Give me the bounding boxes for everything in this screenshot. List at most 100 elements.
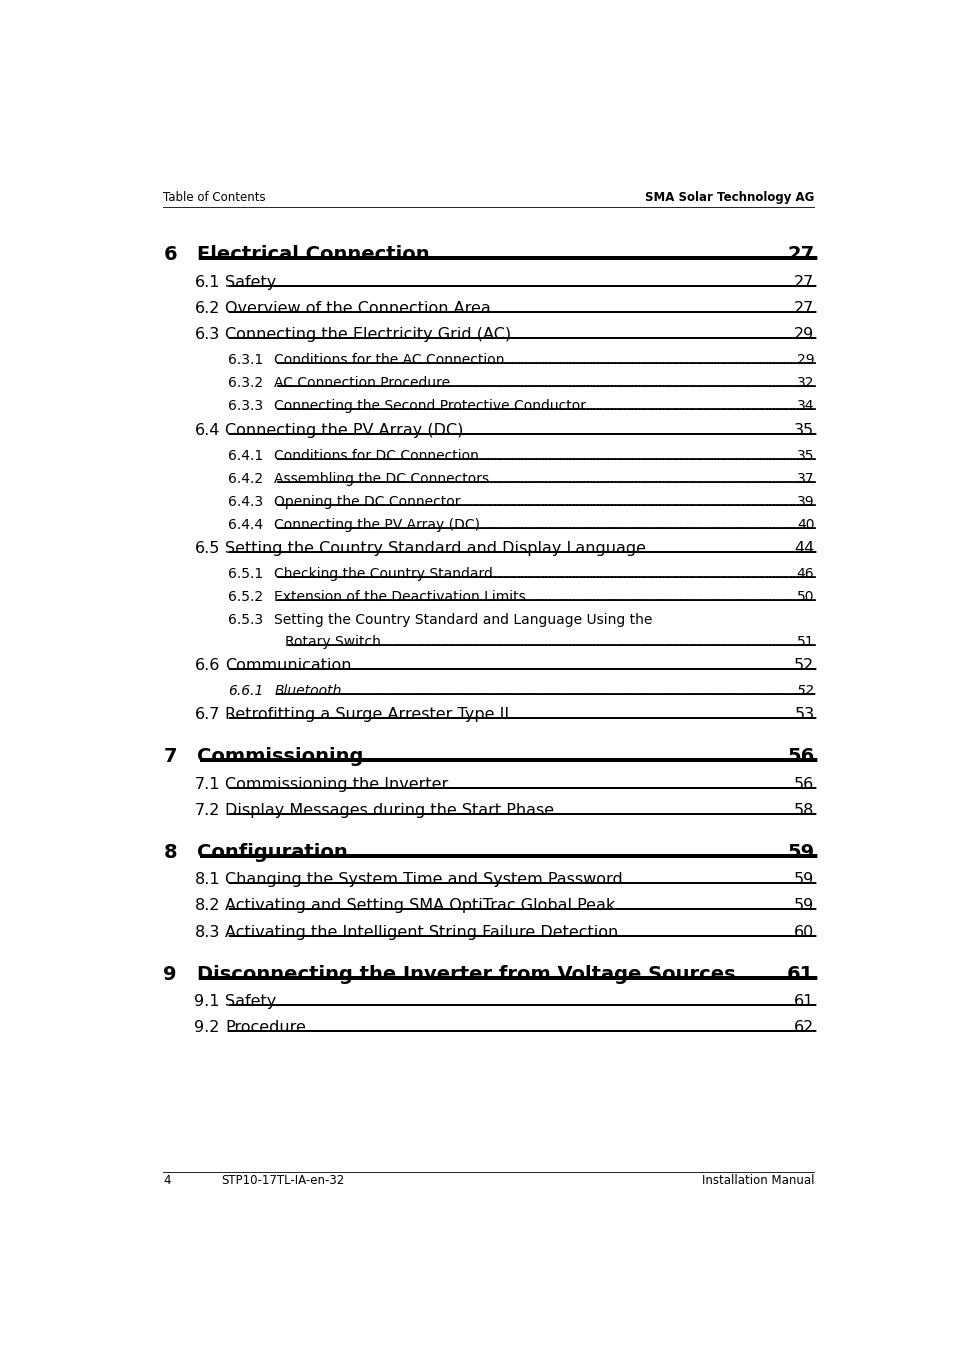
- Text: .: .: [561, 376, 565, 391]
- Text: .: .: [455, 898, 459, 914]
- Text: .: .: [485, 925, 491, 940]
- Text: .: .: [454, 274, 458, 289]
- Text: .: .: [507, 803, 512, 818]
- Text: .: .: [719, 635, 722, 649]
- Text: .: .: [810, 872, 816, 887]
- Text: .: .: [583, 591, 587, 604]
- Text: .: .: [365, 449, 370, 462]
- Text: .: .: [253, 707, 259, 722]
- Text: .: .: [748, 449, 752, 462]
- Text: .: .: [409, 635, 413, 649]
- Text: .: .: [699, 449, 702, 462]
- Text: .: .: [510, 964, 517, 984]
- Text: .: .: [758, 707, 763, 722]
- Text: .: .: [481, 842, 489, 863]
- Text: .: .: [294, 449, 298, 462]
- Text: .: .: [670, 994, 676, 1009]
- Text: .: .: [365, 495, 370, 508]
- Text: .: .: [356, 842, 364, 863]
- Text: .: .: [752, 274, 757, 289]
- Text: .: .: [406, 246, 414, 265]
- Text: .: .: [433, 803, 437, 818]
- Text: .: .: [661, 925, 666, 940]
- Text: .: .: [246, 301, 252, 316]
- Text: .: .: [390, 353, 395, 368]
- Text: .: .: [580, 994, 586, 1009]
- Text: .: .: [452, 658, 456, 673]
- Text: .: .: [506, 964, 514, 984]
- Text: .: .: [573, 246, 580, 265]
- Text: .: .: [353, 495, 356, 508]
- Text: .: .: [615, 449, 619, 462]
- Text: .: .: [245, 776, 250, 792]
- Text: .: .: [380, 776, 385, 792]
- Text: .: .: [280, 964, 288, 984]
- Text: .: .: [257, 423, 263, 438]
- Text: .: .: [642, 898, 648, 914]
- Text: .: .: [497, 449, 500, 462]
- Text: .: .: [802, 684, 807, 698]
- Text: .: .: [630, 449, 635, 462]
- Text: .: .: [781, 423, 786, 438]
- Text: .: .: [654, 541, 659, 556]
- Text: .: .: [261, 423, 267, 438]
- Text: .: .: [548, 495, 553, 508]
- Text: .: .: [687, 353, 692, 368]
- Text: .: .: [702, 842, 709, 863]
- Text: .: .: [443, 518, 447, 531]
- Text: .: .: [776, 246, 783, 265]
- Text: .: .: [282, 376, 287, 391]
- Text: .: .: [370, 591, 375, 604]
- Text: .: .: [419, 803, 425, 818]
- Text: .: .: [523, 568, 528, 581]
- Text: .: .: [695, 327, 700, 342]
- Text: .: .: [381, 842, 388, 863]
- Text: .: .: [650, 541, 656, 556]
- Text: .: .: [296, 399, 301, 414]
- Text: .: .: [363, 274, 368, 289]
- Text: .: .: [239, 776, 244, 792]
- Text: .: .: [423, 964, 431, 984]
- Text: .: .: [716, 495, 720, 508]
- Text: .: .: [581, 707, 586, 722]
- Text: .: .: [731, 658, 736, 673]
- Text: .: .: [270, 803, 275, 818]
- Text: .: .: [691, 591, 696, 604]
- Text: .: .: [441, 327, 446, 342]
- Text: .: .: [415, 327, 419, 342]
- Text: .: .: [442, 994, 447, 1009]
- Text: .: .: [723, 776, 728, 792]
- Text: .: .: [632, 994, 637, 1009]
- Text: .: .: [311, 658, 315, 673]
- Text: .: .: [768, 658, 773, 673]
- Text: .: .: [785, 684, 790, 698]
- Text: .: .: [496, 872, 500, 887]
- Text: .: .: [553, 898, 558, 914]
- Text: .: .: [609, 353, 614, 368]
- Text: .: .: [229, 842, 236, 863]
- Text: .: .: [634, 898, 639, 914]
- Text: .: .: [763, 684, 767, 698]
- Text: .: .: [503, 541, 508, 556]
- Text: .: .: [469, 353, 474, 368]
- Text: .: .: [448, 541, 454, 556]
- Text: .: .: [537, 274, 542, 289]
- Text: .: .: [620, 1019, 625, 1036]
- Text: .: .: [712, 591, 717, 604]
- Text: .: .: [809, 1019, 814, 1036]
- Text: .: .: [724, 872, 730, 887]
- Text: .: .: [431, 635, 435, 649]
- Text: .: .: [639, 803, 644, 818]
- Text: .: .: [250, 423, 255, 438]
- Text: .: .: [301, 399, 305, 414]
- Text: .: .: [773, 327, 778, 342]
- Text: .: .: [320, 423, 326, 438]
- Text: .: .: [485, 246, 493, 265]
- Text: .: .: [280, 776, 285, 792]
- Text: .: .: [578, 423, 582, 438]
- Text: .: .: [484, 925, 489, 940]
- Text: .: .: [655, 301, 660, 316]
- Text: .: .: [346, 635, 351, 649]
- Text: .: .: [441, 301, 446, 316]
- Text: .: .: [487, 568, 491, 581]
